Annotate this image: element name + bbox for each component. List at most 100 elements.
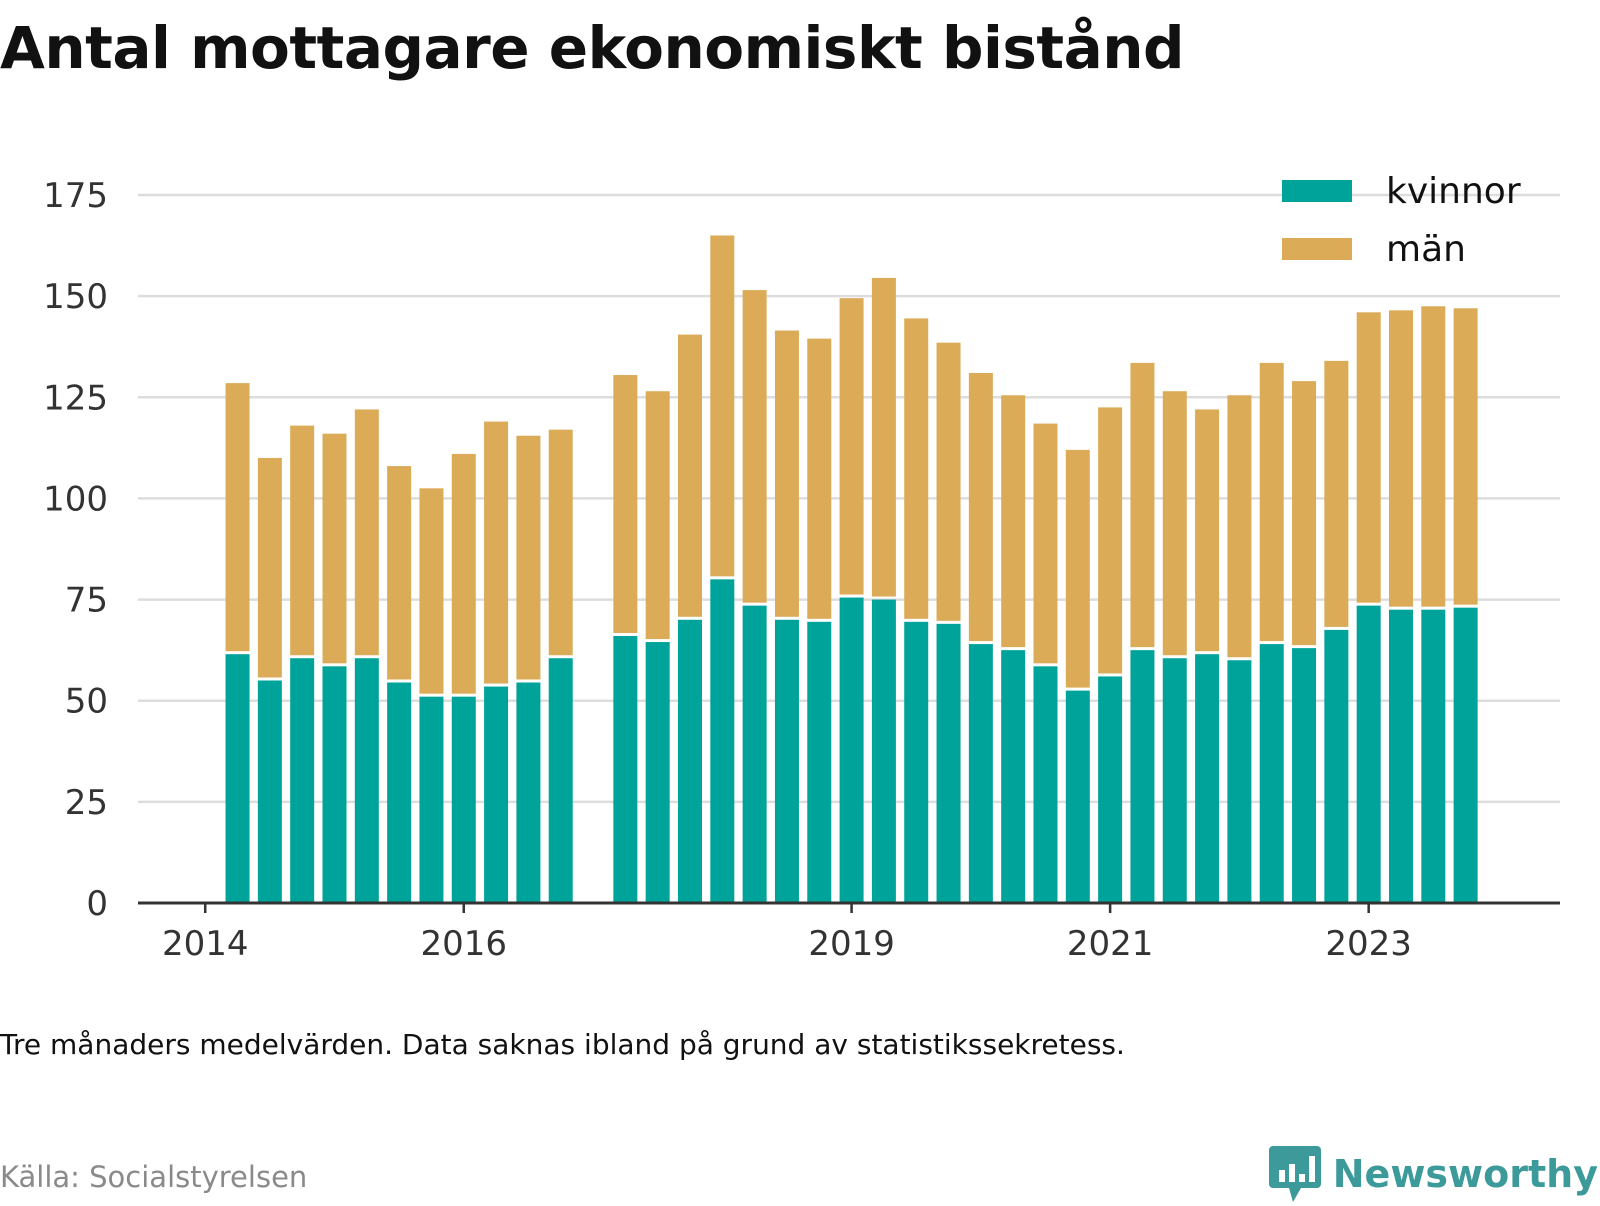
bar-man xyxy=(1259,362,1284,642)
bar-kvinnor xyxy=(354,658,379,903)
bar-man xyxy=(225,383,250,652)
bar-kvinnor xyxy=(936,623,961,903)
bar-man xyxy=(516,435,541,680)
brand-name: Newsworthy xyxy=(1332,1152,1598,1196)
axes: 0 25 50 75 100 125 150 175 2014 2016 2019 2021 2023 xyxy=(43,176,1560,964)
bar-man xyxy=(1453,308,1478,605)
bar-kvinnor xyxy=(1033,666,1058,903)
bar-kvinnor xyxy=(742,605,767,903)
bar-kvinnor xyxy=(807,621,832,903)
bar-man xyxy=(548,429,573,656)
newsworthy-logo-icon xyxy=(1268,1146,1321,1202)
legend: kvinnor män xyxy=(1282,171,1521,270)
bar-kvinnor xyxy=(1421,609,1446,903)
bar-man xyxy=(1388,310,1413,607)
bar-man xyxy=(1001,395,1026,648)
bar-man xyxy=(613,375,638,633)
bar-man xyxy=(742,290,767,603)
bar-kvinnor xyxy=(1324,629,1349,903)
x-tick-label: 2023 xyxy=(1325,924,1412,964)
y-tick-label: 125 xyxy=(43,378,108,418)
chart-note: Tre månaders medelvärden. Data saknas ib… xyxy=(0,1028,1125,1061)
legend-label: män xyxy=(1386,229,1466,270)
legend-swatch xyxy=(1282,238,1352,260)
bar-man xyxy=(904,318,929,619)
bar-kvinnor xyxy=(613,635,638,903)
bar-man xyxy=(1227,395,1252,658)
bar-man xyxy=(1162,391,1187,656)
bar-kvinnor xyxy=(322,666,347,903)
bar-man xyxy=(839,298,864,595)
bar-kvinnor xyxy=(516,682,541,903)
bar-kvinnor xyxy=(1065,690,1090,903)
bar-kvinnor xyxy=(1098,676,1123,903)
bar-man xyxy=(1421,306,1446,607)
bar-kvinnor xyxy=(1259,644,1284,903)
bar-kvinnor xyxy=(774,619,799,903)
bars xyxy=(225,235,1478,903)
bar-kvinnor xyxy=(1227,660,1252,903)
x-tick-label: 2021 xyxy=(1067,924,1154,964)
bar-man xyxy=(257,457,282,678)
legend-label: kvinnor xyxy=(1386,171,1521,212)
bar-kvinnor xyxy=(290,658,315,903)
chart-title: Antal mottagare ekonomiskt bistånd xyxy=(0,14,1185,82)
bar-kvinnor xyxy=(451,696,476,903)
bar-kvinnor xyxy=(871,599,896,903)
bar-man xyxy=(1033,423,1058,664)
bar-kvinnor xyxy=(387,682,412,903)
bar-kvinnor xyxy=(225,654,250,903)
bar-kvinnor xyxy=(1356,605,1381,903)
bar-man xyxy=(871,277,896,597)
bar-kvinnor xyxy=(1162,658,1187,903)
bar-man xyxy=(484,421,509,684)
bar-kvinnor xyxy=(968,644,993,903)
bar-man xyxy=(1324,360,1349,627)
bar-man xyxy=(677,334,702,617)
bar-man xyxy=(354,409,379,656)
bar-kvinnor xyxy=(484,686,509,903)
bar-man xyxy=(1098,407,1123,674)
bar-man xyxy=(807,338,832,619)
bar-kvinnor xyxy=(1292,648,1317,903)
bar-man xyxy=(710,235,735,577)
bar-kvinnor xyxy=(1195,654,1220,903)
bar-kvinnor xyxy=(710,579,735,903)
bar-man xyxy=(968,373,993,642)
bar-kvinnor xyxy=(548,658,573,903)
x-tick-label: 2014 xyxy=(162,924,249,964)
y-tick-label: 50 xyxy=(65,682,108,722)
bar-man xyxy=(451,453,476,694)
y-tick-label: 175 xyxy=(43,176,108,216)
bar-kvinnor xyxy=(1388,609,1413,903)
bar-man xyxy=(1292,381,1317,646)
bar-man xyxy=(1195,409,1220,652)
source-text: Källa: Socialstyrelsen xyxy=(0,1160,308,1194)
bar-man xyxy=(387,466,412,680)
bar-kvinnor xyxy=(839,597,864,903)
y-tick-label: 0 xyxy=(86,884,108,924)
brand-logo: Newsworthy xyxy=(1268,1142,1598,1206)
x-tick-label: 2019 xyxy=(808,924,895,964)
bar-man xyxy=(1356,312,1381,603)
bar-kvinnor xyxy=(257,680,282,903)
legend-swatch xyxy=(1282,180,1352,202)
bar-man xyxy=(936,342,961,621)
bar-kvinnor xyxy=(419,696,444,903)
bar-man xyxy=(290,425,315,656)
bar-kvinnor xyxy=(645,642,670,903)
bar-kvinnor xyxy=(1453,607,1478,903)
bar-man xyxy=(322,433,347,664)
bar-kvinnor xyxy=(1130,650,1155,903)
bar-kvinnor xyxy=(1001,650,1026,903)
y-tick-label: 75 xyxy=(65,581,108,621)
bar-man xyxy=(645,391,670,640)
y-tick-label: 25 xyxy=(65,783,108,823)
bar-man xyxy=(774,330,799,617)
x-tick-label: 2016 xyxy=(421,924,508,964)
bar-man xyxy=(1065,449,1090,688)
bar-man xyxy=(419,488,444,694)
y-tick-label: 150 xyxy=(43,277,108,317)
y-tick-label: 100 xyxy=(43,479,108,519)
